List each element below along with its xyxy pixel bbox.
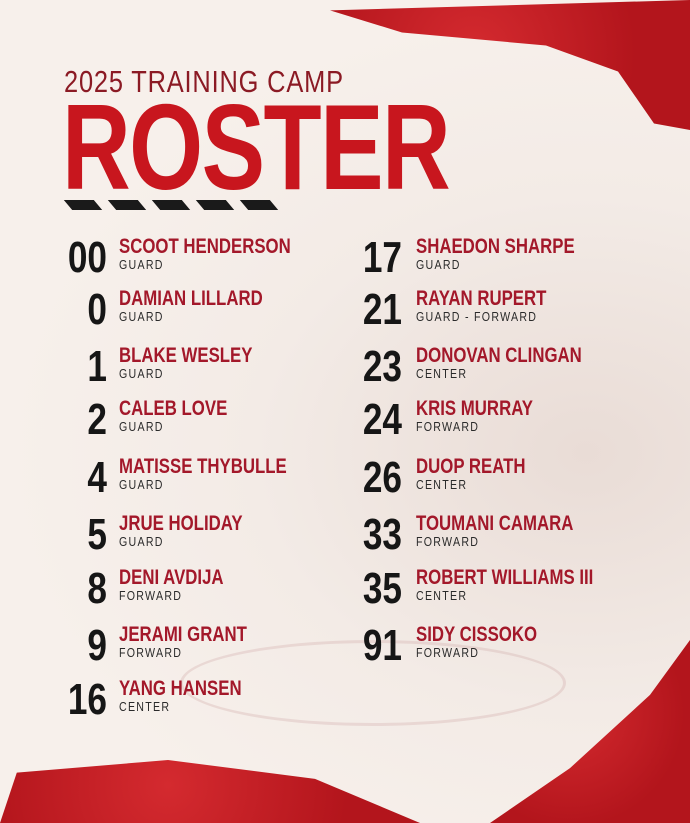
player-number: 1 (87, 342, 107, 391)
player-position: GUARD (416, 258, 461, 272)
player-name: TOUMANI CAMARA (416, 512, 574, 535)
player-position: GUARD - FORWARD (416, 310, 538, 324)
player-position: FORWARD (416, 420, 480, 434)
player-number: 17 (362, 233, 402, 282)
player-row: 24 KRIS MURRAY FORWARD (0, 398, 690, 448)
player-row: 8 DENI AVDIJA FORWARD (0, 567, 690, 617)
player-number: 9 (87, 621, 107, 670)
player-row: 16 YANG HANSEN CENTER (0, 678, 690, 728)
player-row: 00 SCOOT HENDERSON GUARD (0, 236, 690, 286)
player-number: 5 (87, 510, 107, 559)
subtitle: 2025 TRAINING CAMP (64, 64, 344, 99)
player-position: GUARD (119, 478, 164, 492)
player-name: JERAMI GRANT (119, 623, 247, 646)
player-name: SHAEDON SHARPE (416, 235, 575, 258)
player-name: DAMIAN LILLARD (119, 287, 263, 310)
player-position: CENTER (416, 589, 468, 603)
player-position: GUARD (119, 420, 164, 434)
player-number: 91 (362, 621, 402, 670)
player-row: 23 DONOVAN CLINGAN CENTER (0, 345, 690, 395)
player-name: DONOVAN CLINGAN (416, 344, 582, 367)
player-number: 24 (362, 395, 402, 444)
player-row: 9 JERAMI GRANT FORWARD (0, 624, 690, 674)
player-number: 0 (87, 285, 107, 334)
player-position: FORWARD (416, 535, 480, 549)
player-name: ROBERT WILLIAMS III (416, 566, 594, 589)
player-position: CENTER (416, 367, 468, 381)
page-title: ROSTER (62, 79, 451, 215)
player-number: 16 (67, 675, 107, 724)
player-number: 35 (362, 564, 402, 613)
player-position: FORWARD (119, 646, 183, 660)
player-row: 0 DAMIAN LILLARD GUARD (0, 288, 690, 338)
player-row: 4 MATISSE THYBULLE GUARD (0, 456, 690, 506)
player-position: GUARD (119, 258, 164, 272)
player-position: CENTER (119, 700, 171, 714)
player-number: 21 (362, 285, 402, 334)
player-name: YANG HANSEN (119, 677, 242, 700)
player-name: SCOOT HENDERSON (119, 235, 291, 258)
player-row: 35 ROBERT WILLIAMS III CENTER (0, 567, 690, 617)
player-name: JRUE HOLIDAY (119, 512, 243, 535)
player-name: SIDY CISSOKO (416, 623, 538, 646)
player-name: CALEB LOVE (119, 397, 228, 420)
dash-divider (63, 200, 279, 210)
player-position: GUARD (119, 535, 164, 549)
player-position: FORWARD (416, 646, 480, 660)
player-number: 33 (362, 510, 402, 559)
player-row: 17 SHAEDON SHARPE GUARD (0, 236, 690, 286)
player-row: 33 TOUMANI CAMARA FORWARD (0, 513, 690, 563)
player-position: GUARD (119, 367, 164, 381)
player-row: 1 BLAKE WESLEY GUARD (0, 345, 690, 395)
court-line-decoration (180, 640, 566, 726)
player-row: 2 CALEB LOVE GUARD (0, 398, 690, 448)
player-name: DENI AVDIJA (119, 566, 224, 589)
player-number: 26 (362, 453, 402, 502)
player-row: 26 DUOP REATH CENTER (0, 456, 690, 506)
player-name: BLAKE WESLEY (119, 344, 253, 367)
player-name: KRIS MURRAY (416, 397, 533, 420)
player-row: 91 SIDY CISSOKO FORWARD (0, 624, 690, 674)
player-row: 21 RAYAN RUPERT GUARD - FORWARD (0, 288, 690, 338)
player-number: 4 (87, 453, 107, 502)
player-name: RAYAN RUPERT (416, 287, 547, 310)
player-position: FORWARD (119, 589, 183, 603)
player-position: CENTER (416, 478, 468, 492)
player-position: GUARD (119, 310, 164, 324)
player-name: MATISSE THYBULLE (119, 455, 287, 478)
player-name: DUOP REATH (416, 455, 526, 478)
player-number: 23 (362, 342, 402, 391)
player-number: 2 (87, 395, 107, 444)
player-number: 00 (67, 233, 107, 282)
player-row: 5 JRUE HOLIDAY GUARD (0, 513, 690, 563)
player-number: 8 (87, 564, 107, 613)
